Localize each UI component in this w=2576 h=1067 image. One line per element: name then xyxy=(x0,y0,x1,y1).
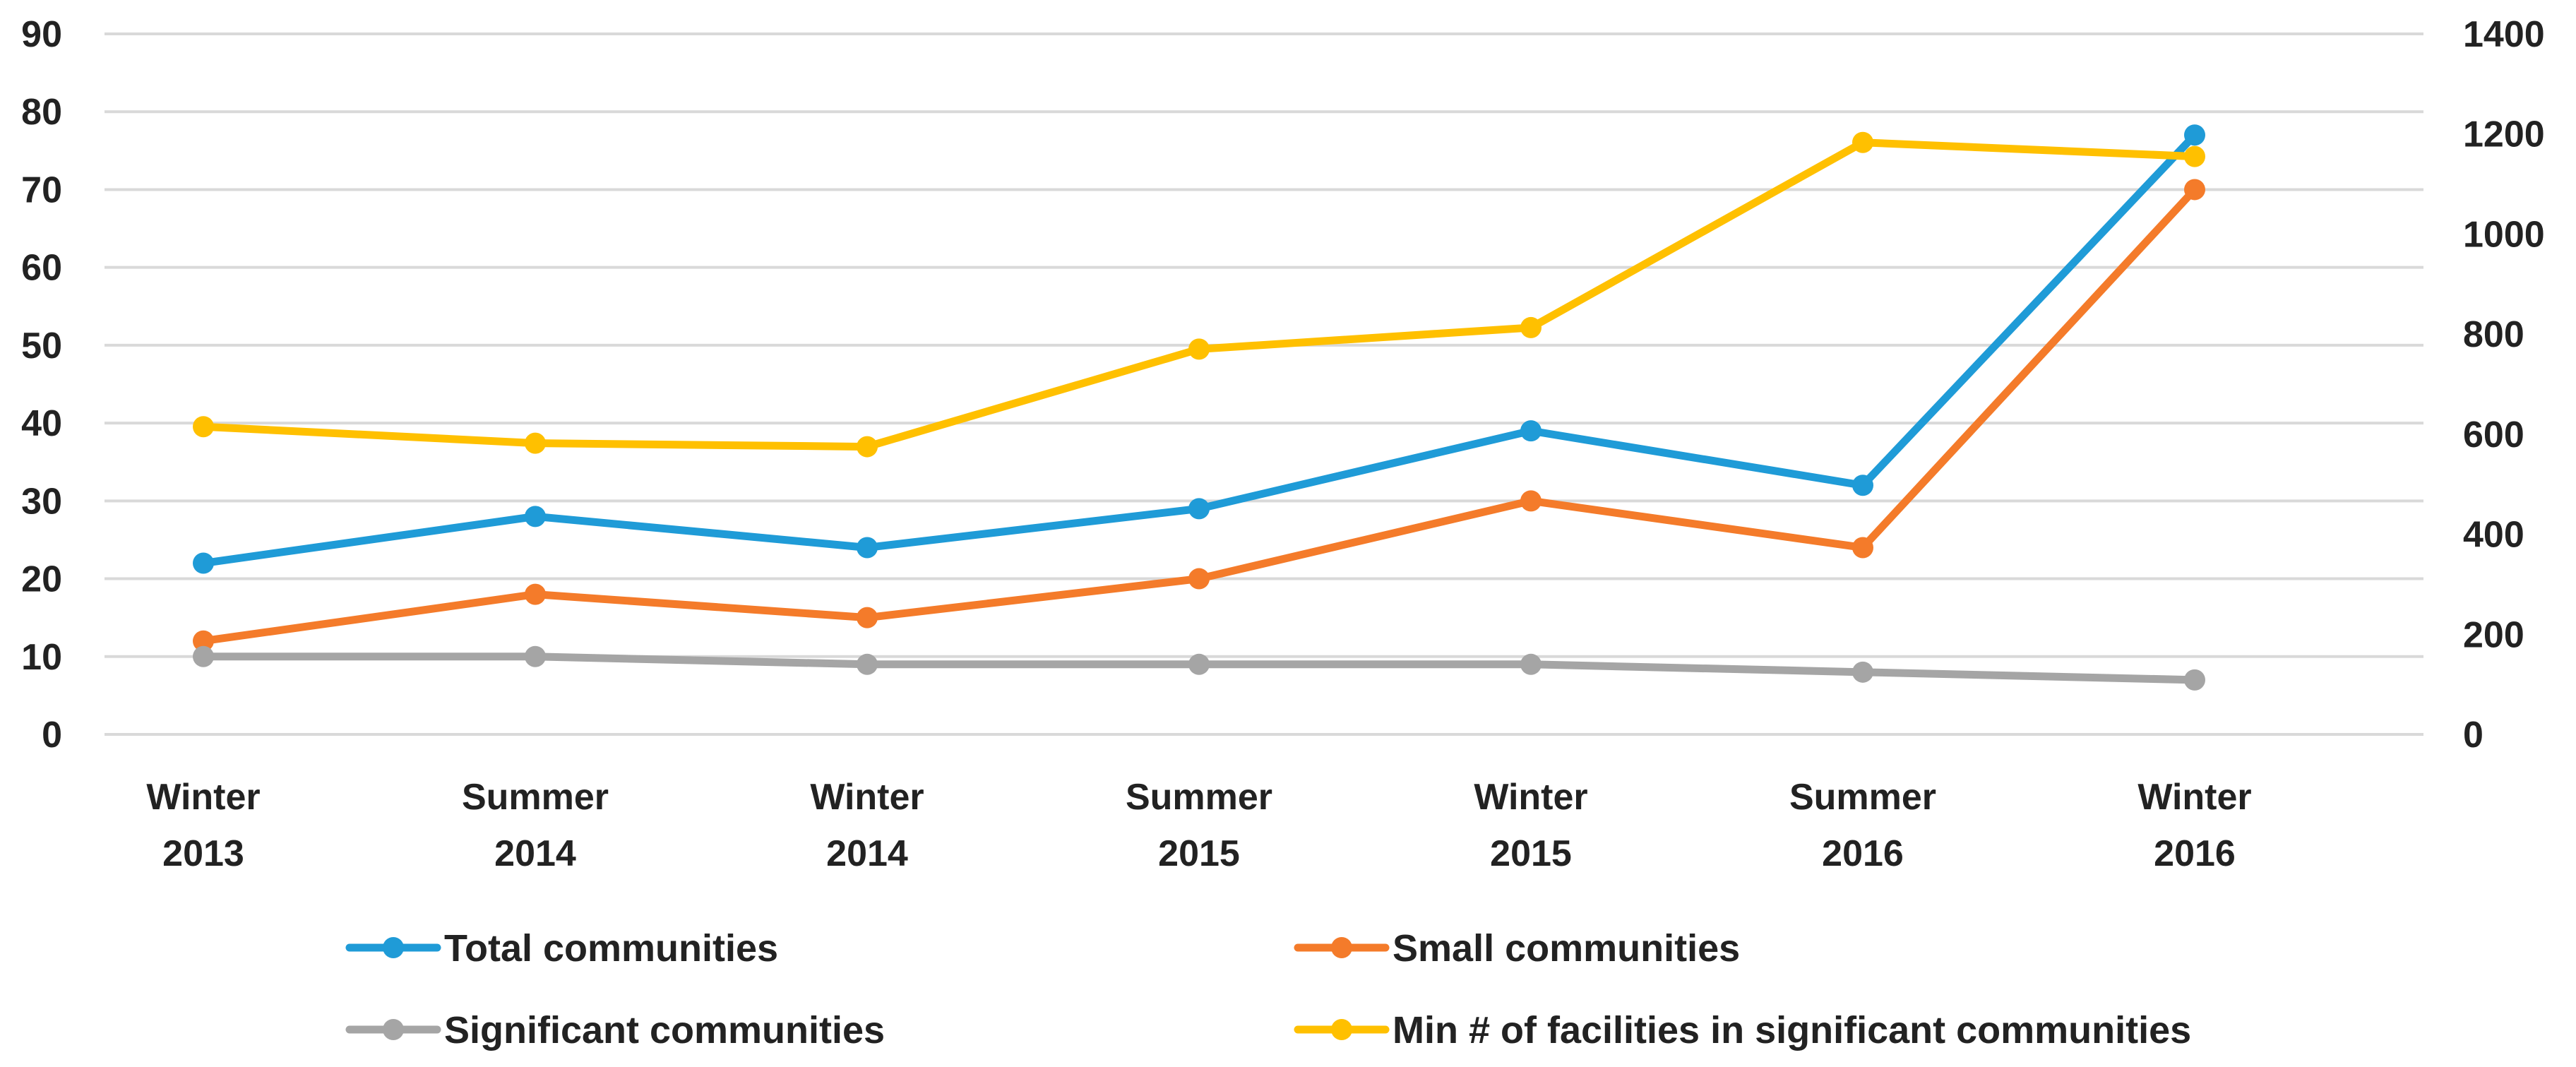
x-tick-label-line1: Winter xyxy=(1474,777,1587,818)
series-3 xyxy=(193,131,2205,458)
data-point xyxy=(193,416,214,438)
left-y-tick-label: 40 xyxy=(21,403,62,444)
series-0 xyxy=(193,124,2205,574)
data-point xyxy=(1852,131,1873,153)
legend-marker xyxy=(1331,937,1352,958)
left-y-tick-label: 0 xyxy=(42,715,62,756)
right-y-tick-label: 1000 xyxy=(2463,214,2545,255)
series-1 xyxy=(193,179,2205,652)
legend-marker xyxy=(1331,1019,1352,1040)
left-y-tick-label: 10 xyxy=(21,637,62,678)
data-point xyxy=(2184,179,2205,201)
data-point xyxy=(1520,490,1542,512)
data-point xyxy=(525,432,546,454)
data-point xyxy=(1188,568,1210,590)
left-y-tick-label: 30 xyxy=(21,481,62,522)
data-point xyxy=(525,583,546,605)
data-point xyxy=(1188,338,1210,360)
series-line xyxy=(199,138,2199,451)
x-tick-label-line1: Winter xyxy=(810,777,924,818)
legend-label: Small communities xyxy=(1393,927,1740,970)
x-tick-label-line2: 2013 xyxy=(162,833,244,874)
legend-label: Total communities xyxy=(444,927,778,970)
left-y-tick-label: 20 xyxy=(21,559,62,600)
legend-item: Total communities xyxy=(345,927,778,970)
legend-marker xyxy=(383,937,404,958)
left-y-tick-label: 50 xyxy=(21,326,62,366)
x-tick-label-line2: 2015 xyxy=(1490,833,1572,874)
x-tick-label-line2: 2014 xyxy=(494,833,576,874)
gridlines xyxy=(105,32,2423,736)
left-y-tick-label: 70 xyxy=(21,169,62,210)
right-y-tick-label: 800 xyxy=(2463,314,2524,355)
data-point xyxy=(1852,661,1873,683)
x-tick-label-line2: 2016 xyxy=(2154,833,2236,874)
x-tick-label-line2: 2016 xyxy=(1822,833,1904,874)
x-axis: Winter 2013 Summer 2014 Winter 2014 Summer 2015… xyxy=(146,777,2251,874)
data-point xyxy=(1188,653,1210,675)
left-y-tick-label: 80 xyxy=(21,92,62,133)
x-tick-label-line1: Summer xyxy=(462,777,609,818)
x-tick-label-line2: 2015 xyxy=(1158,833,1240,874)
series xyxy=(193,124,2205,691)
legend-item: Significant communities xyxy=(345,1009,885,1051)
data-point xyxy=(1520,420,1542,442)
left-y-axis: 0 10 20 30 40 50 60 70 80 90 xyxy=(21,14,62,756)
left-y-tick-label: 60 xyxy=(21,248,62,289)
data-point xyxy=(2184,145,2205,167)
data-point xyxy=(1852,537,1873,559)
right-y-tick-label: 600 xyxy=(2463,415,2524,455)
right-y-tick-label: 200 xyxy=(2463,614,2524,655)
data-point xyxy=(857,607,878,628)
right-y-axis: 0 200 400 600 800 1000 1200 1400 xyxy=(2463,14,2545,756)
data-point xyxy=(1188,498,1210,520)
data-point xyxy=(193,552,214,574)
right-y-tick-label: 1400 xyxy=(2463,14,2545,55)
data-point xyxy=(2184,669,2205,691)
x-tick-label-line1: Winter xyxy=(2137,777,2251,818)
data-point xyxy=(857,537,878,559)
right-y-tick-label: 1200 xyxy=(2463,114,2545,155)
data-point xyxy=(525,645,546,667)
legend-item: Small communities xyxy=(1294,927,1740,970)
legend-label: Min # of facilities in significant commu… xyxy=(1393,1009,2191,1051)
data-point xyxy=(1520,653,1542,675)
x-tick-label-line1: Summer xyxy=(1126,777,1272,818)
data-point xyxy=(857,653,878,675)
x-tick-label-line1: Winter xyxy=(146,777,260,818)
data-point xyxy=(193,630,214,652)
data-point xyxy=(1852,475,1873,496)
data-point xyxy=(525,506,546,527)
data-point xyxy=(1520,316,1542,338)
right-y-tick-label: 0 xyxy=(2463,715,2483,756)
x-tick-label-line1: Summer xyxy=(1789,777,1936,818)
legend: Total communities Small communities Signif… xyxy=(345,927,2191,1051)
left-y-tick-label: 90 xyxy=(21,14,62,55)
x-tick-label-line2: 2014 xyxy=(826,833,908,874)
legend-label: Significant communities xyxy=(444,1009,885,1051)
data-point xyxy=(2184,124,2205,146)
legend-item: Min # of facilities in significant commu… xyxy=(1294,1009,2191,1051)
data-point xyxy=(857,436,878,458)
right-y-tick-label: 400 xyxy=(2463,515,2524,556)
series-2 xyxy=(193,645,2205,691)
data-point xyxy=(193,645,214,667)
legend-marker xyxy=(383,1019,404,1040)
